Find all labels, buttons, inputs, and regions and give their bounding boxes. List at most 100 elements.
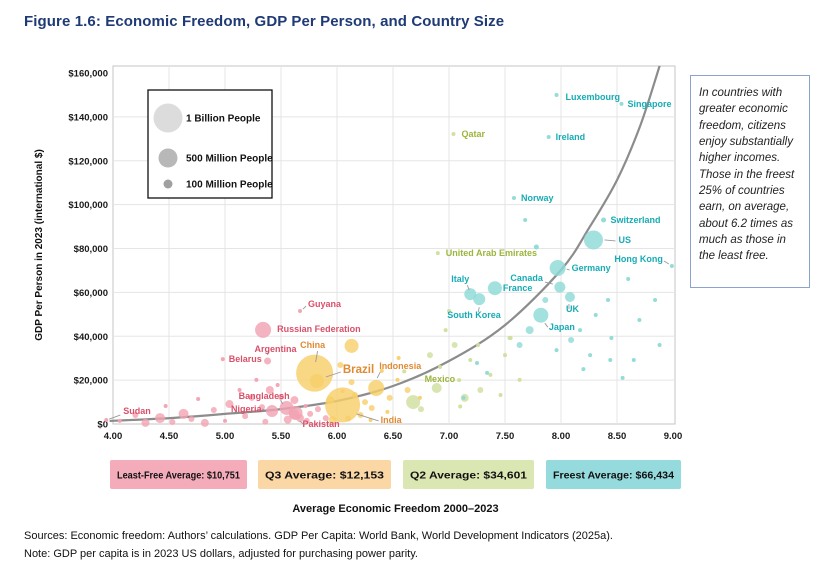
bubble-unlabeled — [337, 361, 344, 368]
label-south-korea: South Korea — [447, 310, 501, 320]
bubble-unlabeled — [344, 338, 359, 353]
bubble-unlabeled — [588, 353, 593, 358]
leader-line — [315, 351, 319, 363]
bubble-unlabeled — [525, 326, 534, 335]
bubble-unlabeled — [606, 298, 611, 303]
bubble-unlabeled — [517, 377, 522, 382]
bubble-unlabeled — [248, 394, 255, 401]
bubble-unlabeled — [265, 385, 274, 394]
bubble-unlabeled — [485, 370, 490, 375]
bubble-germany — [549, 260, 566, 277]
bubble-belarus — [220, 357, 225, 362]
y-tick-label: $140,000 — [68, 112, 108, 123]
label-nigeria: Nigeria — [231, 404, 263, 414]
note-line: Note: GDP per capita is in 2023 US dolla… — [24, 548, 418, 561]
leader-line — [302, 305, 307, 310]
x-tick-label: 6.00 — [328, 431, 347, 442]
bubble-unlabeled — [283, 415, 292, 424]
bubble-luxembourg — [554, 92, 559, 97]
bubble-japan — [533, 307, 549, 323]
leader-line — [261, 408, 266, 411]
bubble-unlabeled — [200, 418, 209, 427]
bubble-unlabeled — [620, 375, 625, 380]
bubble-unlabeled — [242, 413, 249, 420]
bubble-unlabeled — [516, 342, 523, 349]
leader-line — [466, 284, 470, 291]
bubble-unlabeled — [395, 377, 400, 382]
label-ireland: Ireland — [556, 132, 586, 142]
bubble-unlabeled — [533, 244, 539, 250]
bubble-unlabeled — [396, 355, 401, 360]
bubble-unlabeled — [498, 393, 503, 398]
y-tick-label: $80,000 — [74, 244, 108, 255]
y-tick-label: $120,000 — [68, 156, 108, 167]
leader-line — [109, 414, 121, 420]
bubble-unlabeled — [155, 413, 166, 424]
bubble-unlabeled — [290, 396, 299, 405]
note-text: In countries with greater economic freed… — [699, 87, 795, 263]
leader-line — [477, 307, 480, 313]
y-tick-label: $40,000 — [74, 332, 108, 343]
legend-label: 500 Million People — [186, 154, 273, 165]
legend-bubble-icon — [158, 148, 178, 168]
legend-bubble-icon — [153, 103, 183, 133]
label-france: France — [503, 283, 533, 293]
bubble-unlabeled — [542, 297, 549, 304]
bubble-unlabeled — [262, 418, 269, 425]
label-russian-federation: Russian Federation — [277, 324, 361, 334]
x-tick-label: 4.50 — [160, 431, 179, 442]
bubble-pakistan — [288, 406, 303, 421]
leader-line — [544, 322, 549, 328]
x-axis-title: Average Economic Freedom 2000–2023 — [292, 503, 498, 515]
x-tick-label: 4.00 — [104, 431, 123, 442]
label-bangladesh: Bangladesh — [239, 391, 290, 401]
label-singapore: Singapore — [627, 99, 671, 109]
bubble-unlabeled — [626, 276, 631, 281]
legend-label: 1 Billion People — [186, 114, 261, 125]
label-luxembourg: Luxembourg — [566, 92, 621, 102]
label-italy: Italy — [451, 274, 469, 284]
label-guyana: Guyana — [308, 299, 342, 309]
quartile-box — [403, 460, 534, 489]
bubble-unlabeled — [314, 406, 321, 413]
bubble-singapore — [619, 101, 624, 106]
bubble-unlabeled — [210, 406, 217, 413]
bubble-unlabeled — [447, 309, 451, 314]
bubble-argentina — [264, 357, 272, 365]
label-indonesia: Indonesia — [379, 361, 422, 371]
bubble-unlabeled — [503, 353, 507, 358]
bubble-nigeria — [266, 405, 279, 418]
label-belarus: Belarus — [229, 354, 262, 364]
bubble-united-arab-emirates — [435, 251, 440, 256]
label-sudan: Sudan — [123, 406, 151, 416]
x-tick-label: 9.00 — [664, 431, 683, 442]
bubble-unlabeled — [169, 419, 176, 426]
bubble-guyana — [298, 309, 303, 314]
bubble-unlabeled — [488, 372, 493, 377]
bubble-unlabeled — [322, 415, 329, 422]
bubble-us — [583, 230, 603, 250]
sources-line: Sources: Economic freedom: Authors’ calc… — [24, 530, 613, 542]
quartile-box — [258, 460, 391, 489]
x-tick-label: 5.00 — [216, 431, 235, 442]
bubble-uk — [564, 291, 575, 302]
bubble-unlabeled — [368, 404, 375, 411]
bubble-unlabeled — [278, 394, 284, 401]
quartile-box-label: Q3 Average: $12,153 — [265, 471, 385, 482]
y-tick-label: $60,000 — [74, 288, 108, 299]
bubble-unlabeled — [237, 387, 242, 392]
bubble-unlabeled — [117, 418, 122, 423]
bubble-unlabeled — [631, 357, 636, 362]
bubble-unlabeled — [578, 328, 583, 333]
bubble-unlabeled — [609, 336, 614, 341]
label-switzerland: Switzerland — [611, 215, 661, 225]
leader-line — [376, 371, 381, 379]
y-tick-label: $160,000 — [68, 69, 108, 80]
leader-line — [325, 371, 341, 378]
bubble-unlabeled — [406, 395, 421, 410]
quartile-box-label: Q2 Average: $34,601 — [410, 471, 528, 482]
x-tick-label: 7.00 — [440, 431, 459, 442]
bubble-unlabeled — [468, 357, 473, 362]
bubble-unlabeled — [386, 394, 393, 401]
